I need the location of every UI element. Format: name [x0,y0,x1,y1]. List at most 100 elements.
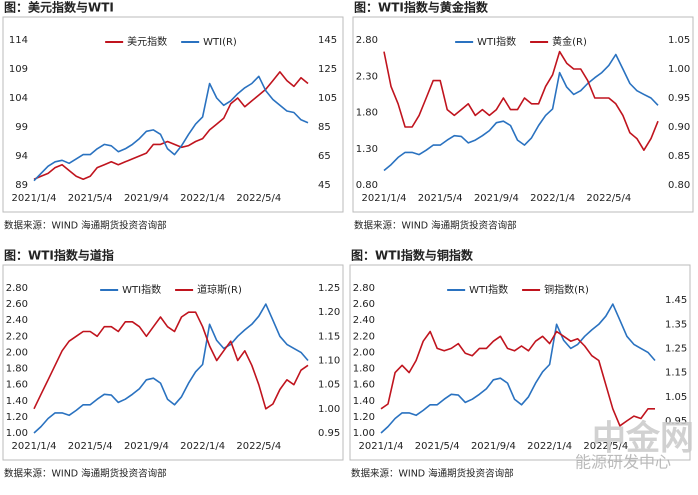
y2-tick-label: 1.00 [668,64,690,75]
x-tick-label: 2021/9/4 [471,441,516,452]
y-tick-label: 2.40 [6,315,28,326]
y2-tick-label: 105 [318,93,337,104]
y2-tick-label: 1.35 [665,319,687,330]
x-tick-label: 2022/1/4 [530,193,575,204]
y-tick-label: 89 [15,180,28,191]
y2-tick-label: 85 [318,122,331,133]
x-tick-label: 2021/9/4 [124,441,169,452]
source-note: 数据来源：WIND 海通期货投资咨询部 [351,468,514,480]
legend-label: WTI指数 [122,283,161,296]
y-tick-label: 0.80 [356,180,378,191]
y-tick-label: 2.60 [6,299,28,310]
x-tick-label: 2022/1/4 [180,441,225,452]
y-tick-label: 1.80 [356,108,378,119]
x-tick-label: 2022/1/4 [527,441,572,452]
legend-label: 美元指数 [127,35,167,48]
legend-label: WTI(R) [203,37,237,48]
y-tick-label: 1.20 [6,412,28,423]
x-tick-label: 2022/5/4 [236,193,281,204]
source-note: 数据来源：WIND 海通期货投资咨询部 [4,220,167,232]
panel-title: 图：WTI指数与道指 [4,248,114,263]
x-tick-label: 2021/5/4 [418,193,463,204]
series-line [33,311,309,410]
y2-tick-label: 1.10 [318,356,340,367]
y2-tick-label: 1.20 [318,307,340,318]
legend-label: 黄金(R) [552,35,587,48]
y-tick-label: 2.20 [353,331,375,342]
y2-tick-label: 0.85 [668,151,690,162]
legend-label: 道琼斯(R) [197,283,242,296]
y-tick-label: 1.60 [6,380,28,391]
plot-frame [2,16,344,213]
y-tick-label: 1.80 [353,364,375,375]
y2-tick-label: 0.95 [668,93,690,104]
y-tick-label: 104 [9,93,28,104]
y2-tick-label: 1.25 [665,343,687,354]
y-tick-label: 1.20 [353,412,375,423]
y-tick-label: 2.20 [6,331,28,342]
plot-frame [349,264,691,461]
x-tick-label: 2021/1/4 [12,441,57,452]
y-tick-label: 1.60 [353,380,375,391]
y2-tick-label: 1.45 [665,295,687,306]
series-line [380,303,656,434]
y-tick-label: 99 [15,122,28,133]
y-tick-label: 2.00 [6,347,28,358]
y-tick-label: 1.40 [353,396,375,407]
series-line [33,71,309,180]
series-line [33,75,309,182]
panel-title: 图：WTI指数与铜指数 [351,248,474,263]
y-tick-label: 2.80 [6,283,28,294]
y-tick-label: 2.00 [353,347,375,358]
y-tick-label: 1.00 [6,428,28,439]
y-tick-label: 1.00 [353,428,375,439]
y-tick-label: 2.80 [356,35,378,46]
y2-tick-label: 145 [318,35,337,46]
series-line [33,303,309,434]
x-tick-label: 2021/5/4 [415,441,460,452]
y2-tick-label: 1.05 [665,392,687,403]
panel-title: 图：美元指数与WTI [4,0,114,15]
series-line [383,50,659,151]
legend-label: WTI指数 [477,35,516,48]
watermark-logo: 中金网 [592,419,694,459]
x-tick-label: 2021/1/4 [359,441,404,452]
y2-tick-label: 1.05 [318,380,340,391]
x-tick-label: 2022/5/4 [586,193,631,204]
y-tick-label: 114 [9,35,28,46]
y-tick-label: 109 [9,64,28,75]
x-tick-label: 2021/5/4 [68,441,113,452]
panel-title: 图：WTI指数与黄金指数 [354,0,489,15]
y2-tick-label: 1.25 [318,283,340,294]
y-tick-label: 2.40 [353,315,375,326]
x-tick-label: 2021/9/4 [124,193,169,204]
y-tick-label: 2.30 [356,71,378,82]
x-tick-label: 2022/5/4 [236,441,281,452]
y2-tick-label: 125 [318,64,337,75]
y2-tick-label: 0.80 [668,180,690,191]
source-note: 数据来源：WIND 海通期货投资咨询部 [354,220,517,232]
y2-tick-label: 65 [318,151,331,162]
series-line [383,53,659,172]
y-tick-label: 1.30 [356,144,378,155]
panel: 图：美元指数与WTI 数据来源：WIND 海通期货投资咨询部 89 94 99 104 10… [2,0,344,232]
y2-tick-label: 1.15 [665,368,687,379]
y-tick-label: 94 [15,151,28,162]
y2-tick-label: 45 [318,180,331,191]
y2-tick-label: 1.00 [318,404,340,415]
plot-frame [2,264,344,461]
x-tick-label: 2022/1/4 [180,193,225,204]
y-tick-label: 2.80 [353,283,375,294]
y2-tick-label: 1.15 [318,331,340,342]
watermark-text: 能源研发中心 [575,453,671,472]
y-tick-label: 1.40 [6,396,28,407]
legend-label: 铜指数(R) [544,283,589,296]
x-tick-label: 2022/5/4 [583,441,628,452]
y2-tick-label: 1.05 [668,35,690,46]
x-tick-label: 2021/5/4 [68,193,113,204]
y-tick-label: 2.60 [353,299,375,310]
